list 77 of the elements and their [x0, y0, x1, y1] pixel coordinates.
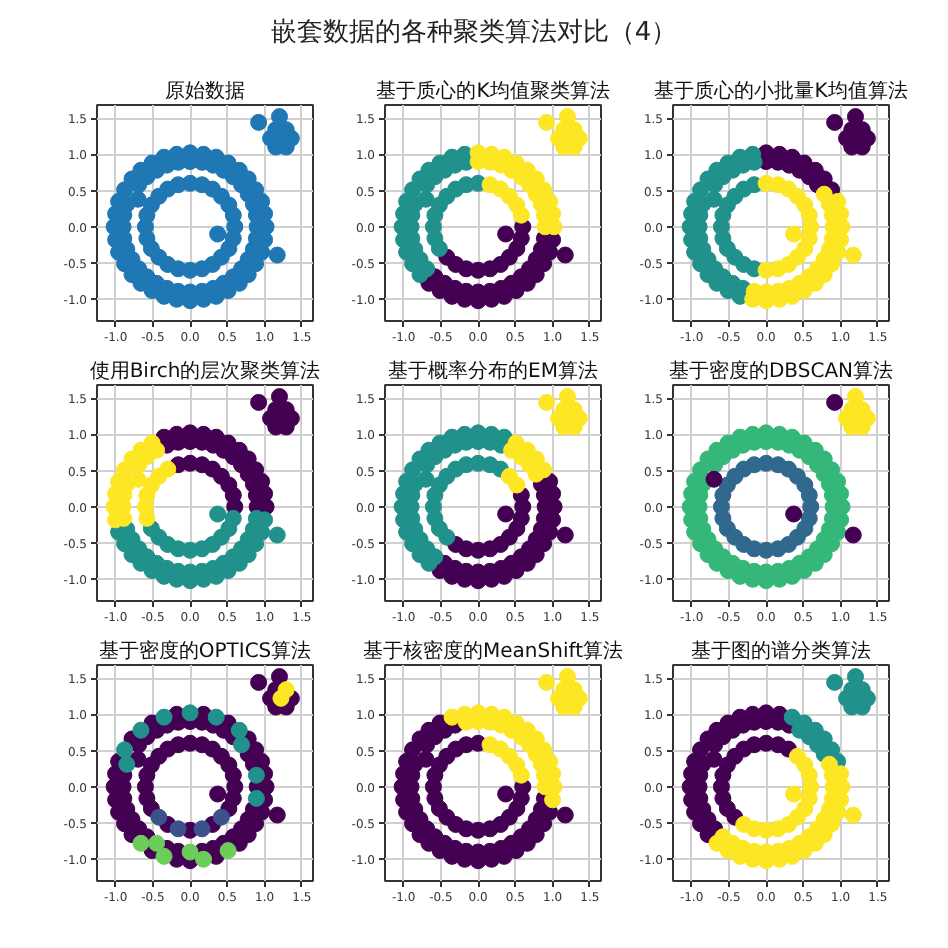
point	[846, 668, 864, 686]
point	[844, 526, 862, 544]
point	[558, 108, 576, 126]
point	[783, 708, 801, 726]
point	[785, 225, 803, 243]
point	[558, 388, 576, 406]
point	[815, 185, 833, 203]
point	[544, 791, 562, 809]
point	[757, 174, 775, 192]
point	[826, 113, 844, 131]
point	[785, 785, 803, 803]
point	[705, 190, 723, 208]
point	[193, 820, 211, 838]
point	[138, 509, 156, 527]
point	[129, 470, 147, 488]
point	[538, 673, 556, 691]
point	[195, 850, 213, 868]
point	[224, 509, 242, 527]
point	[219, 842, 237, 860]
point	[116, 741, 134, 759]
point	[556, 246, 574, 264]
point	[705, 470, 723, 488]
point	[844, 246, 862, 264]
chart-title: 基于核密度的MeanShift算法	[363, 639, 623, 663]
chart-title: 使用Birch的层次聚类算法	[89, 359, 321, 383]
point	[785, 505, 803, 523]
point	[207, 708, 225, 726]
point	[181, 704, 199, 722]
chart-title: 基于概率分布的EM算法	[388, 359, 598, 383]
point	[844, 806, 862, 824]
point	[705, 750, 723, 768]
point	[209, 505, 227, 523]
point	[181, 843, 199, 861]
point	[846, 388, 864, 406]
point	[118, 755, 136, 773]
point	[538, 113, 556, 131]
point	[443, 708, 461, 726]
chart-title: 原始数据	[165, 79, 245, 103]
point	[500, 467, 518, 485]
point	[250, 393, 268, 411]
point	[169, 820, 187, 838]
point	[247, 766, 265, 784]
point	[820, 755, 838, 773]
point	[556, 526, 574, 544]
point	[788, 747, 806, 765]
point	[270, 388, 288, 406]
point	[132, 834, 150, 852]
point	[826, 393, 844, 411]
point	[155, 847, 173, 865]
point	[277, 681, 295, 699]
point	[558, 668, 576, 686]
point	[212, 808, 230, 826]
point	[826, 673, 844, 691]
point	[230, 721, 248, 739]
point	[846, 108, 864, 126]
point	[538, 393, 556, 411]
point	[233, 736, 250, 754]
point	[268, 526, 286, 544]
point	[417, 470, 435, 488]
chart-title: 基于质心的K均值聚类算法	[376, 79, 610, 103]
point	[417, 190, 435, 208]
point	[150, 808, 168, 826]
chart-title: 基于密度的OPTICS算法	[98, 639, 312, 663]
point	[132, 721, 150, 739]
chart-title: 基于密度的DBSCAN算法	[668, 359, 894, 383]
point	[481, 736, 499, 754]
point	[155, 708, 173, 726]
point	[438, 528, 456, 546]
point	[497, 225, 515, 243]
chart-title: 基于图的谱分类算法	[691, 639, 871, 663]
text: 嵌套数据的各种聚类算法对比（4）	[268, 16, 680, 52]
point	[497, 505, 515, 523]
chart-title: 基于质心的小批量K均值算法	[654, 79, 908, 103]
point	[481, 176, 499, 194]
point	[148, 834, 166, 852]
point	[247, 789, 265, 807]
point	[430, 240, 448, 257]
